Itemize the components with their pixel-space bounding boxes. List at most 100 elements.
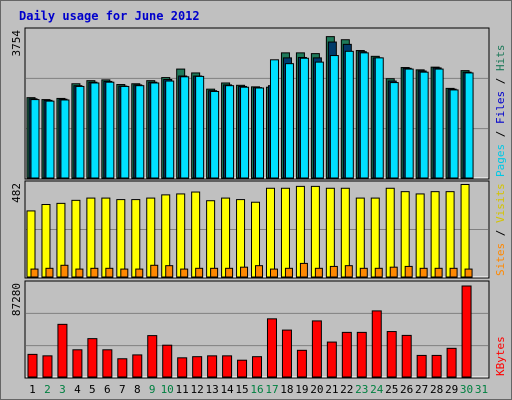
files-bar: [195, 75, 205, 179]
sites-bar: [434, 267, 443, 278]
files-bar: [344, 50, 354, 179]
visits-bar: [265, 187, 275, 278]
kbytes-bar: [296, 349, 307, 378]
kbytes-bar: [416, 354, 427, 378]
sites-bar: [60, 264, 69, 278]
day-label: 12: [191, 383, 204, 396]
files-bar: [75, 85, 85, 179]
kbytes-bar: [192, 356, 203, 378]
files-bar: [314, 61, 324, 179]
sites-bar: [374, 267, 383, 278]
files-bar: [464, 72, 474, 179]
sites-bar: [75, 268, 84, 278]
day-label: 18: [280, 383, 293, 396]
legend-sites: Sites: [494, 243, 507, 276]
kbytes-bar: [87, 338, 98, 378]
day-label: 16: [250, 383, 263, 396]
visits-bar: [430, 191, 440, 278]
kbytes-bar: [266, 318, 277, 378]
day-label: 2: [44, 383, 51, 396]
legend-pages: Pages: [494, 144, 507, 177]
day-label: 19: [295, 383, 308, 396]
files-bar: [180, 76, 190, 179]
day-label: 28: [430, 383, 443, 396]
kbytes-bar: [57, 323, 68, 378]
sites-bar: [105, 267, 114, 278]
visits-bar: [161, 194, 171, 278]
kbytes-bar: [401, 334, 412, 378]
files-bar: [389, 82, 399, 179]
visits-bar: [86, 197, 96, 278]
legend-hits: Hits: [494, 45, 507, 72]
legend-files: Files: [494, 91, 507, 124]
visits-bar: [325, 187, 335, 278]
right-legend-label-2: Sites / Visits: [494, 183, 507, 276]
y-max-label-3: 87280: [10, 283, 23, 316]
sites-bar: [165, 265, 174, 278]
day-label: 3: [59, 383, 66, 396]
sites-bar: [344, 265, 353, 278]
visits-bar: [445, 191, 455, 278]
files-bar: [269, 59, 279, 179]
files-bar: [419, 71, 429, 179]
visits-bar: [400, 191, 410, 278]
sites-bar: [195, 267, 204, 278]
kbytes-bar: [162, 344, 173, 378]
day-label: 10: [161, 383, 174, 396]
kbytes-bar: [311, 320, 322, 378]
day-label: 4: [74, 383, 81, 396]
files-bar: [255, 87, 265, 179]
visits-bar: [101, 197, 111, 278]
kbytes-bar: [132, 354, 143, 378]
sites-bar: [240, 266, 249, 278]
kbytes-bar: [42, 355, 53, 378]
day-label: 23: [355, 383, 368, 396]
day-label: 25: [385, 383, 398, 396]
y-max-label-1: 3754: [10, 30, 23, 57]
kbytes-bar: [281, 329, 292, 378]
day-label: 21: [325, 383, 338, 396]
visits-bar: [116, 199, 126, 278]
day-label: 9: [149, 383, 156, 396]
files-bar: [449, 89, 459, 179]
day-label: 15: [235, 383, 248, 396]
day-label: 27: [415, 383, 428, 396]
sites-bar: [284, 267, 293, 278]
sites-bar: [329, 265, 338, 278]
right-legend-label-1: Pages / Files / Hits: [494, 45, 507, 178]
kbytes-bar: [446, 347, 457, 378]
sites-bar: [135, 268, 144, 278]
day-label: 30: [460, 383, 473, 396]
sites-bar: [210, 267, 219, 278]
chart-title: Daily usage for June 2012: [19, 9, 200, 23]
visits-bar: [460, 183, 470, 278]
kbytes-bar: [147, 335, 158, 378]
kbytes-bar: [207, 355, 218, 378]
right-legend-label-3: KBytes: [494, 336, 507, 376]
legend-kbytes: KBytes: [494, 336, 507, 376]
files-bar: [135, 85, 145, 179]
sites-bar: [120, 268, 129, 278]
kbytes-bar: [341, 331, 352, 378]
legend-separator: /: [494, 223, 507, 243]
kbytes-bar: [177, 357, 188, 378]
sites-bar: [464, 268, 473, 278]
files-bar: [299, 57, 309, 179]
visits-bar: [385, 187, 395, 278]
files-bar: [240, 86, 250, 179]
sites-bar: [30, 268, 39, 278]
day-label: 11: [176, 383, 189, 396]
sites-bar: [255, 265, 264, 278]
day-label: 17: [265, 383, 278, 396]
y-max-label-2: 482: [10, 183, 23, 203]
day-label: 29: [445, 383, 458, 396]
kbytes-bar: [222, 355, 233, 378]
kbytes-bar: [356, 331, 367, 378]
kbytes-bar: [117, 358, 128, 378]
visits-bar: [71, 199, 81, 278]
visits-bar: [280, 187, 290, 278]
day-label: 14: [220, 383, 234, 396]
sites-bar: [45, 267, 54, 278]
